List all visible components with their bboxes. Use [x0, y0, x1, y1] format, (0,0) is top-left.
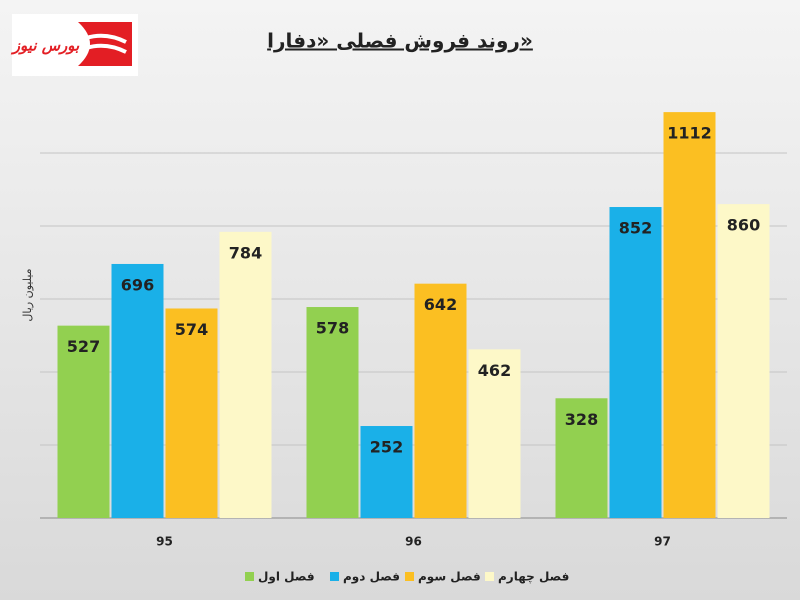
- data-label: 696: [121, 275, 154, 294]
- logo-text: بورس نیوز: [11, 37, 80, 55]
- data-label: 578: [316, 319, 349, 338]
- bar: [609, 207, 662, 518]
- bar: [165, 308, 218, 518]
- legend-label: فصل سوم: [418, 570, 481, 585]
- y-axis-label: میلیون ریال: [21, 268, 34, 321]
- data-label: 574: [175, 320, 208, 339]
- legend-swatch: [330, 572, 339, 581]
- legend-swatch: [245, 572, 254, 581]
- bar: [414, 283, 467, 518]
- bar: [663, 112, 716, 519]
- bar: [111, 263, 164, 518]
- x-tick-label: 97: [654, 535, 671, 549]
- data-label: 252: [370, 438, 403, 457]
- bar: [717, 204, 770, 518]
- data-label: 328: [565, 410, 598, 429]
- x-tick-label: 96: [405, 535, 422, 549]
- data-label: 462: [478, 361, 511, 380]
- legend-label: فصل چهارم: [498, 570, 569, 585]
- data-label: 860: [727, 216, 760, 235]
- data-label: 527: [67, 337, 100, 356]
- bar: [555, 398, 608, 518]
- bar: [468, 349, 521, 518]
- chart-title: روند فروش فصلی «دفارا»: [267, 29, 533, 53]
- legend-label: فصل اول: [258, 570, 315, 585]
- bar: [306, 307, 359, 518]
- data-label: 642: [424, 295, 457, 314]
- logo-stripes: [85, 33, 127, 54]
- x-tick-label: 95: [156, 535, 173, 549]
- bar: [360, 426, 413, 518]
- data-label: 1112: [667, 124, 712, 143]
- legend-swatch: [405, 572, 414, 581]
- bar: [57, 325, 110, 518]
- legend-swatch: [485, 572, 494, 581]
- legend-label: فصل دوم: [343, 570, 400, 585]
- data-label: 852: [619, 219, 652, 238]
- bar: [219, 231, 272, 518]
- data-label: 784: [229, 243, 262, 262]
